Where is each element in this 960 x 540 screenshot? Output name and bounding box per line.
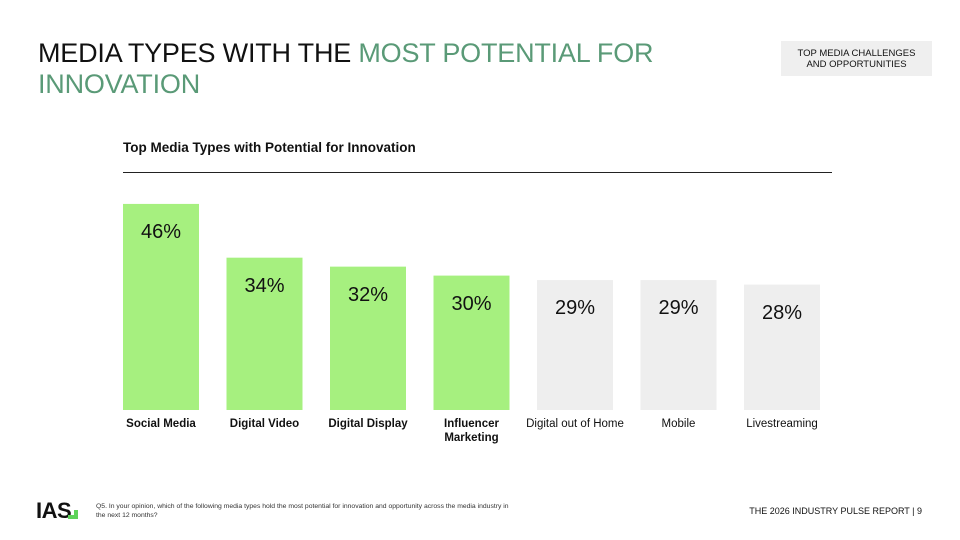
bar-value-label: 46% [140, 220, 182, 243]
category-label: Digital out of Home [526, 418, 624, 430]
page-title: MEDIA TYPES WITH THE MOST POTENTIAL FOR … [38, 38, 658, 100]
page-title-accent: MOST POTENTIAL FOR INNOVATION [38, 38, 654, 99]
category-label: Influencer Marketing [444, 418, 499, 444]
bar-1 [226, 257, 303, 410]
category-label: Social Media [126, 418, 196, 430]
bar-value-label: 32% [347, 283, 389, 306]
bar-3 [433, 275, 510, 410]
bar-0 [123, 203, 199, 410]
category-label: Livestreaming [746, 418, 818, 430]
report-page-label: THE 2026 INDUSTRY PULSE REPORT | 9 [749, 506, 922, 516]
bar-value-label: 34% [244, 274, 285, 297]
bar-6 [744, 284, 820, 410]
category-label: Mobile [661, 418, 696, 430]
ias-logo: IAS [36, 498, 72, 523]
bar-2 [330, 266, 406, 410]
category-label: Digital Video [229, 418, 300, 430]
bar-value-label: 28% [761, 301, 803, 324]
chart-title-rule [123, 172, 832, 173]
chart-title: Top Media Types with Potential for Innov… [123, 140, 416, 155]
bar-5 [640, 280, 717, 410]
bar-value-label: 29% [554, 297, 596, 320]
section-tag: TOP MEDIA CHALLENGES AND OPPORTUNITIES [781, 41, 932, 76]
bar-value-label: 30% [451, 292, 492, 315]
bar-value-label: 29% [658, 297, 699, 320]
category-label: Digital Display [328, 418, 408, 430]
footnote: Q5. In your opinion, which of the follow… [96, 503, 509, 519]
logo-mark-icon [68, 510, 78, 519]
page-title-main: MEDIA TYPES WITH THE [38, 38, 359, 68]
bar-4 [537, 280, 613, 410]
